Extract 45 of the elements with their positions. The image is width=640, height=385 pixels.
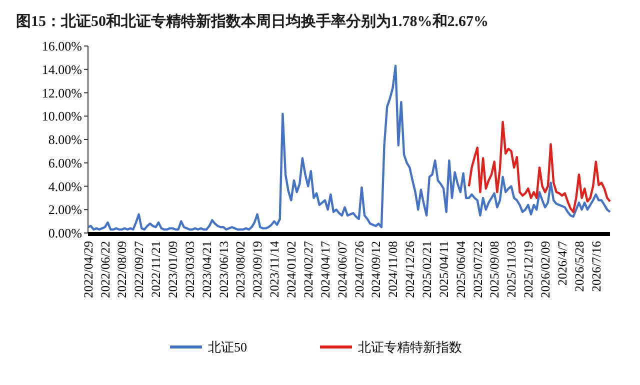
y-tick-label: 6.00% xyxy=(48,155,82,170)
x-tick-label: 2023/11/14 xyxy=(268,240,282,298)
y-tick-label: 12.00% xyxy=(42,85,82,100)
line-series xyxy=(468,120,612,214)
x-tick-label: 2024/09/12 xyxy=(369,241,384,298)
x-tick-label: 2025/07/22 xyxy=(470,241,485,298)
y-tick-label: 10.00% xyxy=(42,108,82,124)
x-tick-label: 2026/7/16 xyxy=(589,241,604,292)
x-tick-label: 2022/08/09 xyxy=(115,241,130,298)
legend-label: 北证专精特新指数 xyxy=(358,340,462,355)
y-tick-label: 0.00% xyxy=(48,226,82,241)
x-tick-label: 2022/06/22 xyxy=(98,241,112,298)
x-tick-label: 2022/11/21 xyxy=(149,241,164,298)
y-tick-label: 2.00% xyxy=(48,202,82,218)
x-tick-label: 2025/09/08 xyxy=(488,241,502,298)
y-tick-label: 16.00% xyxy=(42,38,82,54)
x-tick-label: 2024/06/07 xyxy=(335,241,350,298)
x-tick-label: 2022/09/27 xyxy=(132,241,146,298)
x-tick-label: 2023/09/19 xyxy=(250,241,265,298)
y-tick-label: 4.00% xyxy=(48,178,82,194)
x-tick-label: 2023/01/09 xyxy=(166,241,180,298)
x-tick-label: 2026/02/09 xyxy=(538,241,552,298)
legend-label: 北证50 xyxy=(208,340,247,355)
x-tick-label: 2024/01/02 xyxy=(284,241,299,298)
x-tick-label: 2023/06/13 xyxy=(216,241,231,298)
x-tick-label: 2023/04/21 xyxy=(200,241,214,298)
x-tick-label: 2024/11/08 xyxy=(386,241,400,298)
x-tick-label: 2024/12/26 xyxy=(403,241,418,298)
x-tick-label: 2024/07/26 xyxy=(352,241,366,298)
x-tick-label: 2025/12/19 xyxy=(522,241,536,298)
chart-title: 图15：北证50和北证专精特新指数本周日均换手率分别为1.78%和2.67% xyxy=(16,12,488,30)
x-tick-label: 2022/04/29 xyxy=(81,241,96,298)
x-tick-label: 2026/5/28 xyxy=(572,241,586,292)
x-tick-label: 2024/04/17 xyxy=(318,241,332,298)
x-tick-label: 2023/08/02 xyxy=(234,241,248,298)
y-tick-label: 14.00% xyxy=(42,62,82,77)
x-tick-label: 2025/02/21 xyxy=(420,241,434,298)
line-series xyxy=(86,64,612,231)
x-tick-label: 2025/11/03 xyxy=(504,241,519,298)
y-tick-label: 8.00% xyxy=(48,132,82,148)
x-tick-label: 2026/4/7 xyxy=(555,241,570,286)
x-tick-label: 2025/06/04 xyxy=(454,240,468,298)
x-tick-label: 2023/03/03 xyxy=(182,241,197,298)
x-tick-label: 2025/04/11 xyxy=(436,241,451,298)
x-tick-label: 2024/02/27 xyxy=(301,241,316,298)
